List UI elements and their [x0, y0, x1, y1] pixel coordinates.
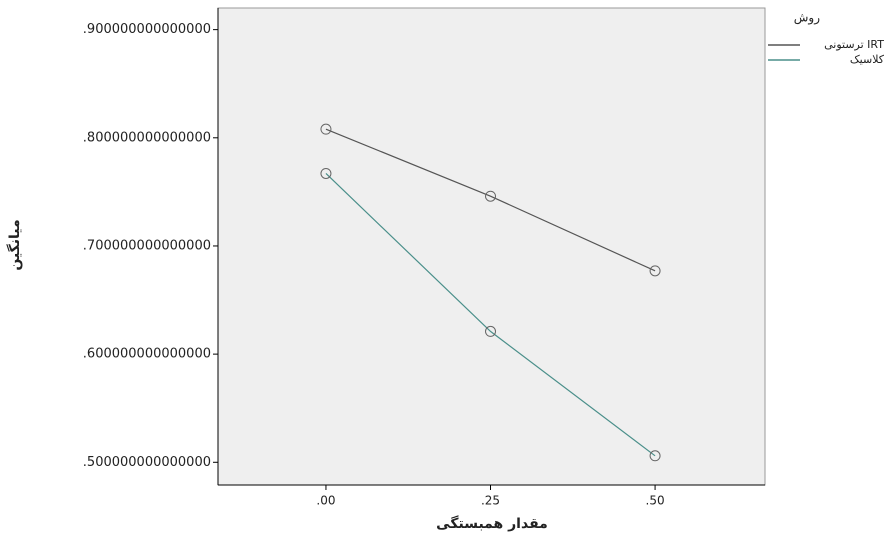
series-line — [325, 128, 656, 272]
legend-label: ترستونی IRT — [824, 38, 884, 51]
plot-area — [217, 7, 766, 486]
series-line — [325, 173, 656, 457]
x-axis-label: مقدار همبستگی — [436, 515, 548, 532]
legend-label: کلاسیک — [850, 53, 885, 66]
x-tick-label: .50 — [646, 494, 665, 508]
y-tick-label: .600000000000000 — [83, 347, 211, 362]
point-marker — [320, 123, 332, 135]
point-marker — [649, 450, 661, 462]
y-axis-label: میانگین — [6, 219, 23, 270]
y-tick-label: .900000000000000 — [83, 22, 211, 37]
legend-title: روش — [794, 11, 820, 26]
x-tick-label: .00 — [316, 494, 335, 508]
point-marker — [649, 265, 661, 277]
point-marker — [485, 190, 497, 202]
point-marker — [320, 167, 332, 179]
y-tick-label: .800000000000000 — [83, 130, 211, 145]
y-tick-label: .500000000000000 — [83, 455, 211, 470]
y-tick-label: .700000000000000 — [83, 238, 211, 253]
point-marker — [485, 325, 497, 337]
x-tick-label: .25 — [481, 494, 500, 508]
